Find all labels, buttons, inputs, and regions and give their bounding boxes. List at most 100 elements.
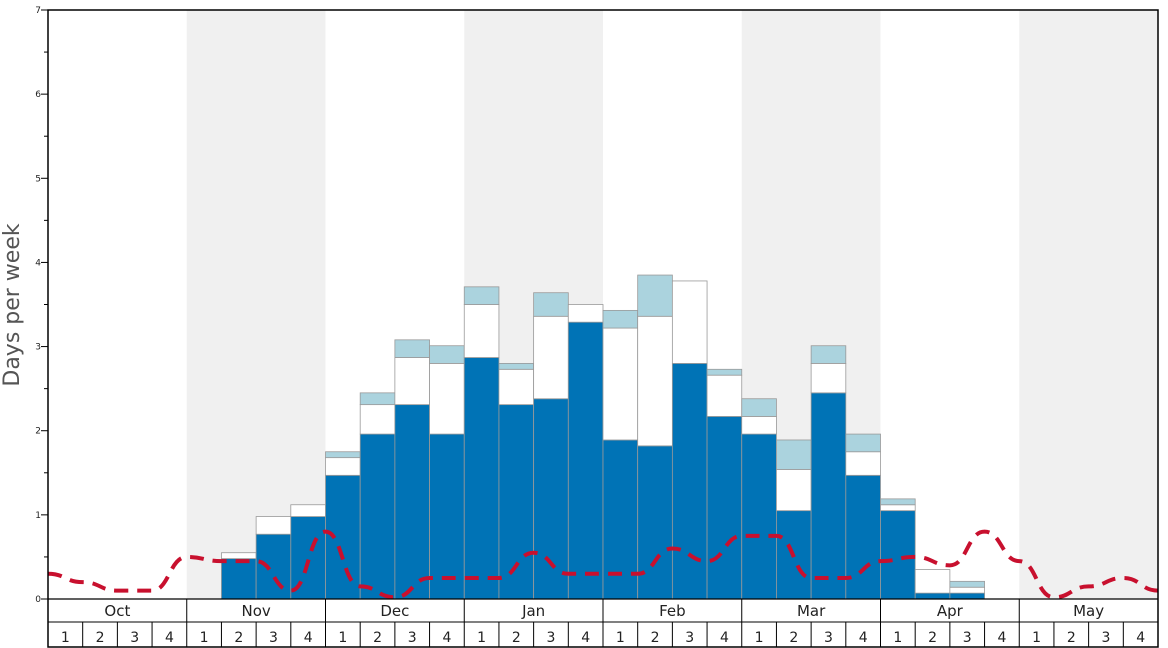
week-label: 2 (928, 630, 937, 646)
week-label: 2 (512, 630, 521, 646)
bar-week-25-seg-2 (880, 504, 916, 512)
month-label-may: May (1073, 602, 1104, 620)
week-label: 3 (685, 630, 694, 646)
month-label-feb: Feb (659, 602, 686, 620)
bar-week-12-seg-1 (429, 433, 465, 600)
y-tick-label: 0 (35, 595, 41, 605)
week-label: 2 (373, 630, 382, 646)
bar-week-15-seg-3 (533, 292, 569, 317)
bar-week-25-seg-3 (880, 498, 916, 506)
bar-week-21-seg-3 (741, 398, 777, 417)
bar-week-20-seg-2 (706, 374, 743, 417)
bar-week-24-seg-1 (845, 474, 881, 600)
bar-week-11-seg-3 (394, 339, 430, 358)
bars (221, 274, 985, 600)
week-label: 3 (1102, 630, 1111, 646)
bar-week-16-seg-1 (567, 321, 604, 600)
bar-week-27-seg-1 (949, 592, 985, 600)
week-label: 1 (338, 630, 347, 646)
bar-week-18-seg-2 (637, 315, 673, 447)
bar-week-20-seg-3 (706, 368, 743, 376)
bar-week-8-seg-2 (290, 504, 326, 517)
week-label: 1 (200, 630, 209, 646)
month-label-mar: Mar (797, 602, 826, 620)
week-label: 2 (651, 630, 660, 646)
week-label: 3 (547, 630, 556, 646)
week-label: 3 (269, 630, 278, 646)
month-label-oct: Oct (104, 602, 130, 620)
bar-week-22-seg-3 (776, 439, 812, 470)
week-label: 3 (963, 630, 972, 646)
bar-week-17-seg-2 (602, 327, 639, 441)
bar-week-10-seg-3 (359, 392, 396, 406)
week-label: 3 (130, 630, 139, 646)
bar-week-27-seg-3 (949, 580, 985, 588)
bar-week-21-seg-2 (741, 416, 777, 435)
bar-week-19-seg-2 (671, 280, 708, 364)
week-label: 2 (234, 630, 243, 646)
week-label: 3 (824, 630, 833, 646)
week-label: 2 (1067, 630, 1076, 646)
bar-week-23-seg-2 (810, 362, 847, 394)
bar-week-26-seg-2 (914, 569, 951, 594)
y-tick-label: 6 (35, 90, 41, 100)
week-label: 4 (304, 630, 313, 646)
bar-week-17-seg-3 (602, 309, 639, 329)
bar-week-22-seg-2 (776, 469, 812, 512)
week-label: 4 (442, 630, 451, 646)
bar-week-11-seg-1 (394, 404, 430, 600)
x-axis: Oct Nov Dec Jan Feb Mar Apr May 1 2 3 4 1 2 3 4 1 2 3 4 1 2 3 4… (48, 598, 1158, 647)
bar-week-27-seg-2 (949, 586, 985, 594)
bar-week-9-seg-1 (325, 474, 361, 600)
week-label: 2 (789, 630, 798, 646)
plot-frame (47, 9, 1159, 648)
bar-week-13-seg-1 (463, 357, 500, 600)
week-label: 4 (1136, 630, 1145, 646)
month-label-nov: Nov (241, 602, 270, 620)
week-label: 1 (1032, 630, 1041, 646)
bar-week-9-seg-2 (325, 457, 361, 476)
bar-week-13-seg-3 (463, 286, 500, 305)
bar-week-14-seg-2 (498, 368, 535, 406)
shade-nov (186, 10, 326, 599)
shade-may (1019, 10, 1158, 599)
week-label: 1 (477, 630, 486, 646)
y-axis-label: Days per week (0, 223, 25, 386)
bar-week-16-seg-2 (567, 304, 604, 323)
week-label: 2 (96, 630, 105, 646)
bar-week-15-seg-1 (533, 398, 569, 600)
bar-week-24-seg-2 (845, 451, 881, 476)
bar-week-7-seg-1 (255, 533, 292, 600)
bar-week-21-seg-1 (741, 433, 777, 600)
bar-week-6-seg-1 (221, 558, 257, 600)
month-label-apr: Apr (937, 602, 964, 620)
bar-week-23-seg-1 (810, 392, 847, 600)
bar-week-12-seg-3 (429, 345, 465, 364)
bar-week-12-seg-2 (429, 362, 465, 435)
week-label: 4 (859, 630, 868, 646)
bar-week-9-seg-3 (325, 451, 361, 459)
bar-week-6-seg-2 (221, 552, 257, 560)
y-tick-label: 5 (35, 174, 41, 184)
week-label: 1 (893, 630, 902, 646)
month-label-jan: Jan (521, 602, 545, 620)
week-label: 1 (616, 630, 625, 646)
bar-week-25-seg-1 (880, 510, 916, 600)
y-tick-label: 4 (35, 258, 41, 268)
y-tick-label: 7 (35, 6, 41, 16)
bar-week-13-seg-2 (463, 304, 500, 358)
bar-week-10-seg-1 (359, 433, 396, 600)
bar-week-19-seg-1 (671, 362, 708, 600)
week-label: 4 (997, 630, 1006, 646)
bar-week-26-seg-1 (914, 592, 951, 600)
bar-week-7-seg-2 (255, 516, 292, 535)
bar-week-14-seg-3 (498, 362, 535, 370)
week-label: 4 (581, 630, 590, 646)
bar-week-18-seg-3 (637, 274, 673, 317)
month-label-dec: Dec (380, 602, 409, 620)
week-label: 4 (720, 630, 729, 646)
y-tick-label: 1 (35, 511, 41, 521)
y-tick-label: 3 (35, 343, 41, 353)
bar-week-15-seg-2 (533, 315, 569, 400)
week-label: 1 (755, 630, 764, 646)
